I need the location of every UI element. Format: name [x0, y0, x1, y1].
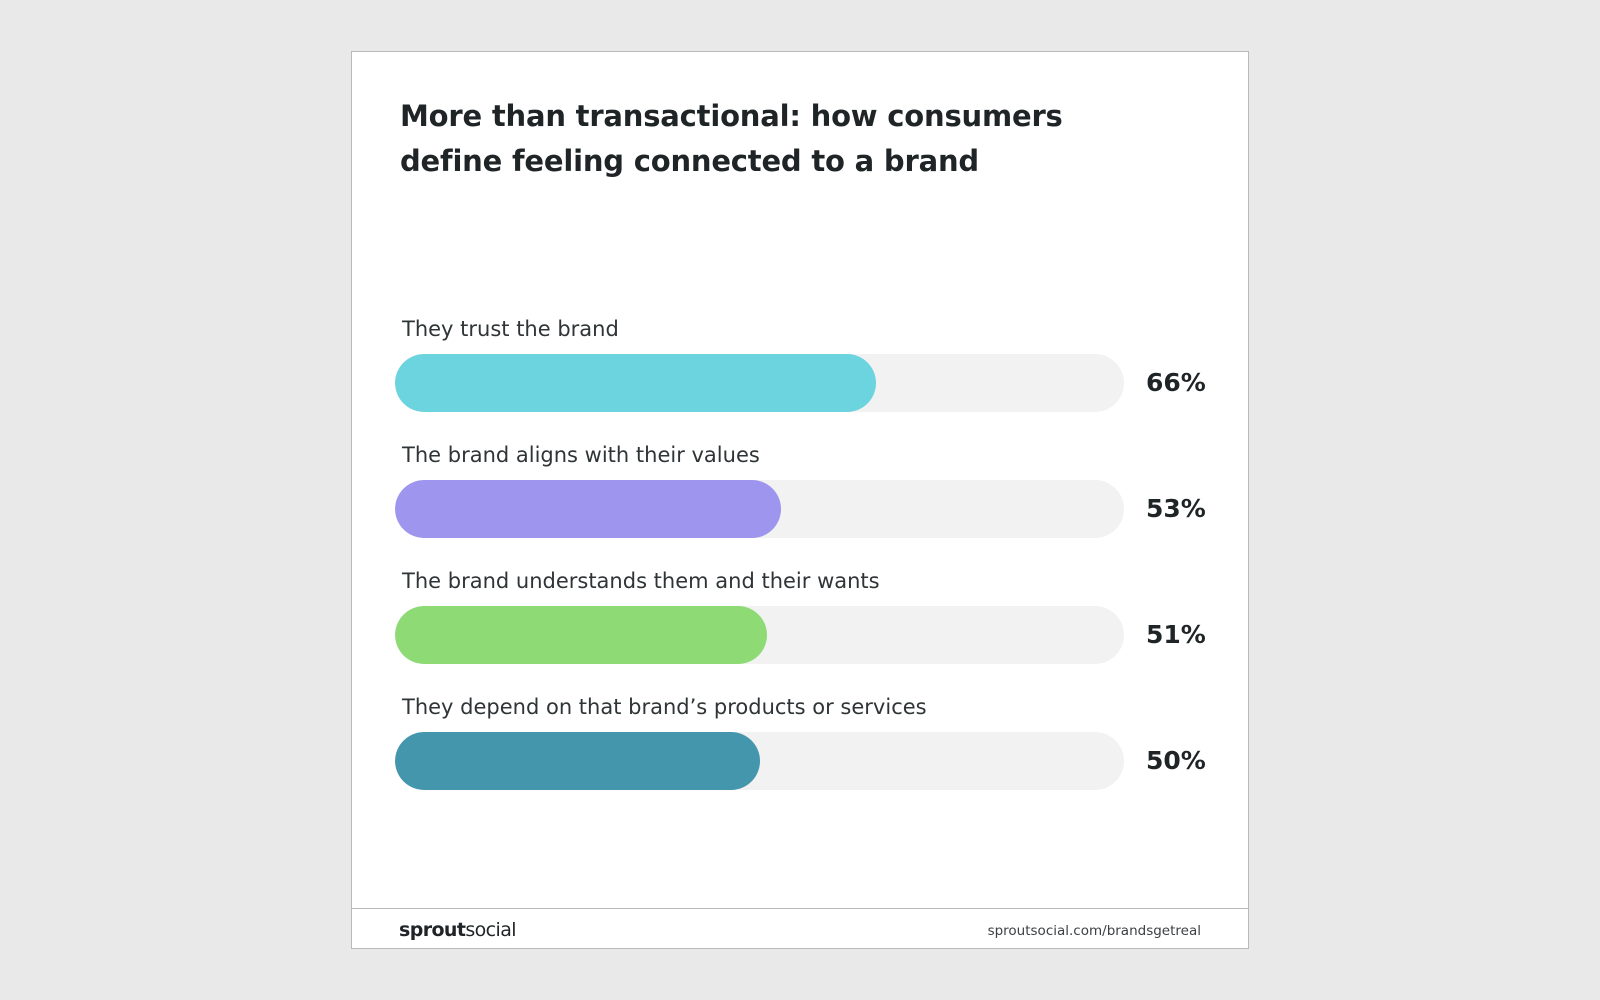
- bar-value-label: 50%: [1146, 746, 1206, 775]
- bar-category-label: They trust the brand: [402, 317, 619, 341]
- logo-word-regular: social: [465, 919, 516, 941]
- chart-title: More than transactional: how consumers d…: [400, 99, 1063, 178]
- bar-value-label: 53%: [1146, 494, 1206, 523]
- bar-row: The brand aligns with their values 53%: [352, 442, 1248, 562]
- bar-track: [395, 480, 1124, 538]
- bar-row: The brand understands them and their wan…: [352, 568, 1248, 688]
- bar-fill: [395, 732, 760, 790]
- bar-category-label: They depend on that brand’s products or …: [402, 695, 927, 719]
- bar-fill: [395, 354, 877, 412]
- sprout-social-logo: sproutsocial: [399, 917, 517, 943]
- bar-category-label: The brand understands them and their wan…: [402, 569, 880, 593]
- bar-value-label: 51%: [1146, 620, 1206, 649]
- bar-row: They trust the brand 66%: [352, 316, 1248, 436]
- bar-category-label: The brand aligns with their values: [402, 443, 760, 467]
- bar-track: [395, 354, 1124, 412]
- bar-track: [395, 606, 1124, 664]
- bar-track: [395, 732, 1124, 790]
- bar-value-label: 66%: [1146, 368, 1206, 397]
- source-url: sproutsocial.com/brandsgetreal: [987, 923, 1201, 939]
- bar-fill: [395, 480, 782, 538]
- logo-word-bold: sprout: [399, 919, 466, 941]
- bar-row: They depend on that brand’s products or …: [352, 694, 1248, 814]
- footer-divider: [352, 908, 1248, 909]
- bar-fill: [395, 606, 767, 664]
- chart-card: More than transactional: how consumers d…: [351, 51, 1249, 949]
